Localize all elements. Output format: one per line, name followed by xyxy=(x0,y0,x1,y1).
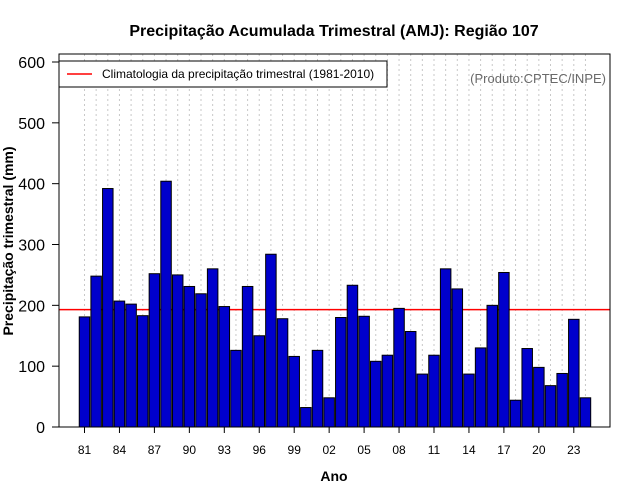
bar-1995 xyxy=(241,285,254,428)
bar-1990 xyxy=(183,285,196,428)
bar-1994 xyxy=(230,349,242,428)
bar-2002 xyxy=(323,397,335,428)
bar-1991 xyxy=(195,293,207,428)
bar-1984 xyxy=(113,300,126,428)
x-tick-label: 93 xyxy=(218,443,232,457)
x-axis-label: Ano xyxy=(320,468,347,484)
bar-1981 xyxy=(78,316,91,428)
y-tick-label: 200 xyxy=(18,298,45,315)
bar-2024 xyxy=(579,397,592,428)
x-tick-label: 20 xyxy=(532,443,546,457)
y-axis-label: Precipitação trimestral (mm) xyxy=(0,146,16,335)
x-tick-label: 08 xyxy=(392,443,406,457)
bar-1996 xyxy=(253,335,265,428)
x-tick-label: 11 xyxy=(428,443,441,457)
bar-1986 xyxy=(137,315,149,428)
bar-1997 xyxy=(265,253,277,428)
y-tick-label: 100 xyxy=(18,359,45,376)
bar-2003 xyxy=(335,317,347,428)
bar-2021 xyxy=(544,385,557,428)
legend-box xyxy=(58,60,388,88)
bar-2000 xyxy=(300,407,312,428)
bar-2004 xyxy=(346,284,359,428)
legend-label: Climatologia da precipitação trimestral … xyxy=(102,67,374,81)
x-tick-label: 17 xyxy=(497,443,511,457)
bar-2011 xyxy=(428,354,440,428)
bar-2022 xyxy=(556,372,568,428)
y-tick-label: 600 xyxy=(18,55,45,72)
x-tick-label: 90 xyxy=(183,443,197,457)
bar-2008 xyxy=(393,307,405,428)
bar-2010 xyxy=(416,373,429,428)
bar-1992 xyxy=(206,268,219,428)
bar-1988 xyxy=(160,180,172,428)
y-axis: 0 100 200 300 400 500 600 xyxy=(18,55,60,437)
bar-1983 xyxy=(102,188,114,428)
bar-1987 xyxy=(148,273,161,428)
bar-2012 xyxy=(439,268,452,428)
x-tick-label: 84 xyxy=(113,443,127,457)
bar-1982 xyxy=(90,275,102,428)
x-tick-label: 23 xyxy=(567,443,581,457)
bar-2014 xyxy=(463,373,475,428)
bar-2019 xyxy=(521,348,533,428)
bar-2023 xyxy=(568,318,580,428)
bar-1999 xyxy=(288,355,300,428)
bar-2006 xyxy=(370,360,382,428)
bar-1993 xyxy=(218,306,231,428)
bar-2005 xyxy=(358,315,370,428)
x-tick-label: 14 xyxy=(462,443,476,457)
chart-title: Precipitação Acumulada Trimestral (AMJ):… xyxy=(129,23,538,40)
bar-2018 xyxy=(509,399,522,428)
bar-2015 xyxy=(474,347,487,428)
bar-2009 xyxy=(404,330,417,428)
bar-series xyxy=(78,180,592,428)
bar-2020 xyxy=(533,366,545,428)
bar-2013 xyxy=(451,288,464,428)
x-tick-label: 02 xyxy=(322,443,336,457)
x-tick-label: 87 xyxy=(148,443,162,457)
x-tick-label: 96 xyxy=(253,443,267,457)
bar-2001 xyxy=(311,349,324,428)
bar-2017 xyxy=(498,271,510,428)
bar-2016 xyxy=(486,304,498,428)
y-tick-label: 0 xyxy=(36,420,45,437)
bar-1989 xyxy=(171,274,184,428)
y-tick-label: 500 xyxy=(18,116,45,133)
bar-1998 xyxy=(276,318,289,428)
x-axis: 81 84 87 90 93 96 99 02 05 08 11 14 17 20 23 xyxy=(78,427,581,457)
y-tick-label: 300 xyxy=(18,238,45,255)
y-tick-label: 400 xyxy=(18,177,45,194)
x-tick-label: 81 xyxy=(78,443,92,457)
bar-1985 xyxy=(125,303,137,428)
bar-2007 xyxy=(381,354,394,428)
product-note: (Produto:CPTEC/INPE) xyxy=(470,71,606,86)
x-tick-label: 05 xyxy=(357,443,371,457)
legend: Climatologia da precipitação trimestral … xyxy=(58,60,388,88)
x-tick-label: 99 xyxy=(288,443,302,457)
